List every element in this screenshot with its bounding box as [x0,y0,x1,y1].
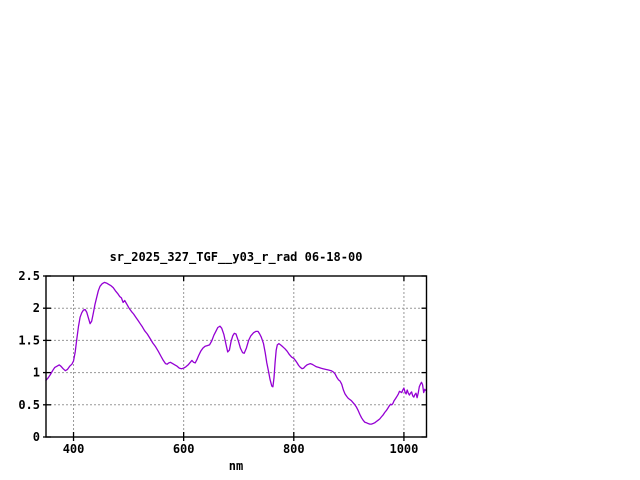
x-tick-label: 800 [283,442,305,456]
x-tick-label: 400 [63,442,85,456]
data-line [45,281,427,425]
y-tick-label: 2 [33,301,40,315]
y-tick-label: 1 [33,366,40,380]
x-axis-label: nm [229,459,243,473]
y-tick-label: 0.5 [18,398,40,412]
plot-border [45,275,428,438]
y-tick-label: 1.5 [18,333,40,347]
axis-ticks [43,275,427,441]
x-tick-label: 600 [173,442,195,456]
grid-lines [46,276,427,437]
y-tick-label: 0 [33,430,40,444]
y-tick-label: 2.5 [18,269,40,283]
x-tick-label: 1000 [389,442,418,456]
tick-labels: 400 600 800 1000 0 0.5 1 1.5 2 2.5 [18,269,418,456]
chart-title: sr_2025_327_TGF__y03_r_rad 06-18-00 [110,250,363,265]
